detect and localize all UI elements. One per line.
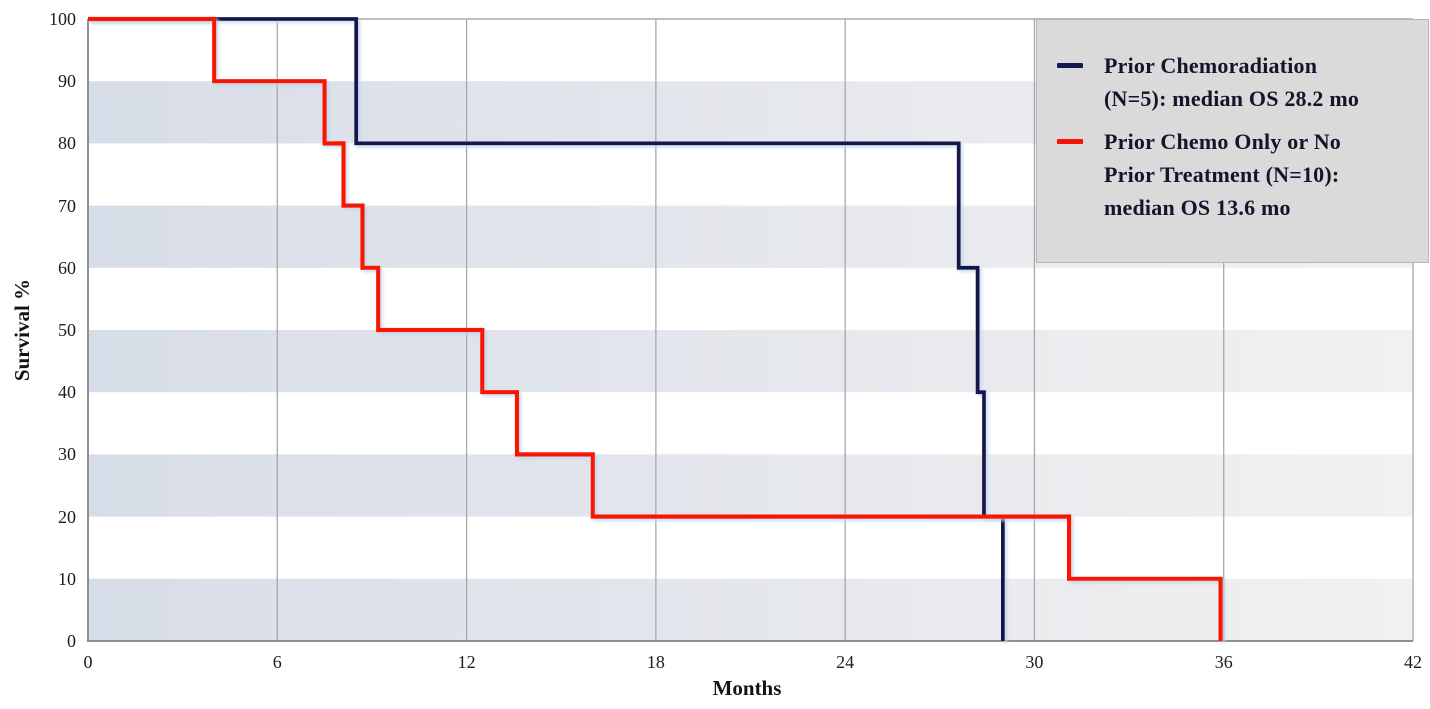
y-tick-label-40: 40 — [58, 382, 76, 403]
y-tick-label-80: 80 — [58, 133, 76, 154]
y-tick-label-50: 50 — [58, 320, 76, 340]
legend: Prior Chemoradiation (N=5): median OS 28.… — [1036, 19, 1429, 263]
legend-label-line: Prior Chemoradiation — [1104, 53, 1318, 78]
x-tick-label-42: 42 — [1404, 652, 1422, 672]
y-tick-label-30: 30 — [58, 444, 76, 465]
x-tick-label-18: 18 — [646, 652, 665, 672]
legend-label-line: (N=5): median OS 28.2 mo — [1104, 86, 1360, 111]
y-tick-label-70: 70 — [58, 195, 76, 216]
legend-label-line: Prior Treatment (N=10): — [1104, 162, 1340, 187]
x-axis-title: Months — [712, 676, 782, 700]
y-tick-label-90: 90 — [58, 71, 76, 92]
shaded-band — [88, 454, 1413, 517]
series-layer — [88, 16, 1223, 641]
x-tick-label-36: 36 — [1214, 652, 1233, 672]
legend-label: Prior Chemo Only or No Prior Treatment (N… — [1104, 125, 1341, 224]
y-axis-title: Survival % — [10, 278, 34, 382]
legend-label: Prior Chemoradiation (N=5): median OS 28.… — [1104, 49, 1359, 115]
x-tick-label-30: 30 — [1025, 652, 1044, 672]
legend-key-dash — [1057, 63, 1083, 68]
y-tick-label-60: 60 — [58, 257, 76, 278]
survival-curve-chemo-only — [88, 16, 1223, 641]
legend-label-line: Prior Chemo Only or No — [1104, 129, 1342, 154]
x-tick-label-6: 6 — [272, 652, 282, 672]
shaded-band — [88, 578, 1413, 641]
axis-layer — [87, 19, 1413, 642]
legend-label-line: median OS 13.6 mo — [1104, 195, 1291, 220]
y-tick-label-10: 10 — [58, 568, 76, 589]
x-tick-label-0: 0 — [83, 652, 93, 672]
x-tick-label-24: 24 — [836, 652, 855, 672]
y-tick-label-100: 100 — [49, 9, 76, 29]
y-tick-label-0: 0 — [67, 631, 76, 651]
shaded-band — [88, 330, 1413, 393]
y-tick-label-20: 20 — [58, 506, 76, 527]
legend-entry-chemo-only: Prior Chemo Only or No Prior Treatment (N… — [1057, 125, 1428, 224]
legend-entry-chemoradiation: Prior Chemoradiation (N=5): median OS 28.… — [1057, 49, 1428, 115]
legend-key-dash — [1057, 139, 1083, 144]
x-tick-label-12: 12 — [457, 652, 476, 672]
